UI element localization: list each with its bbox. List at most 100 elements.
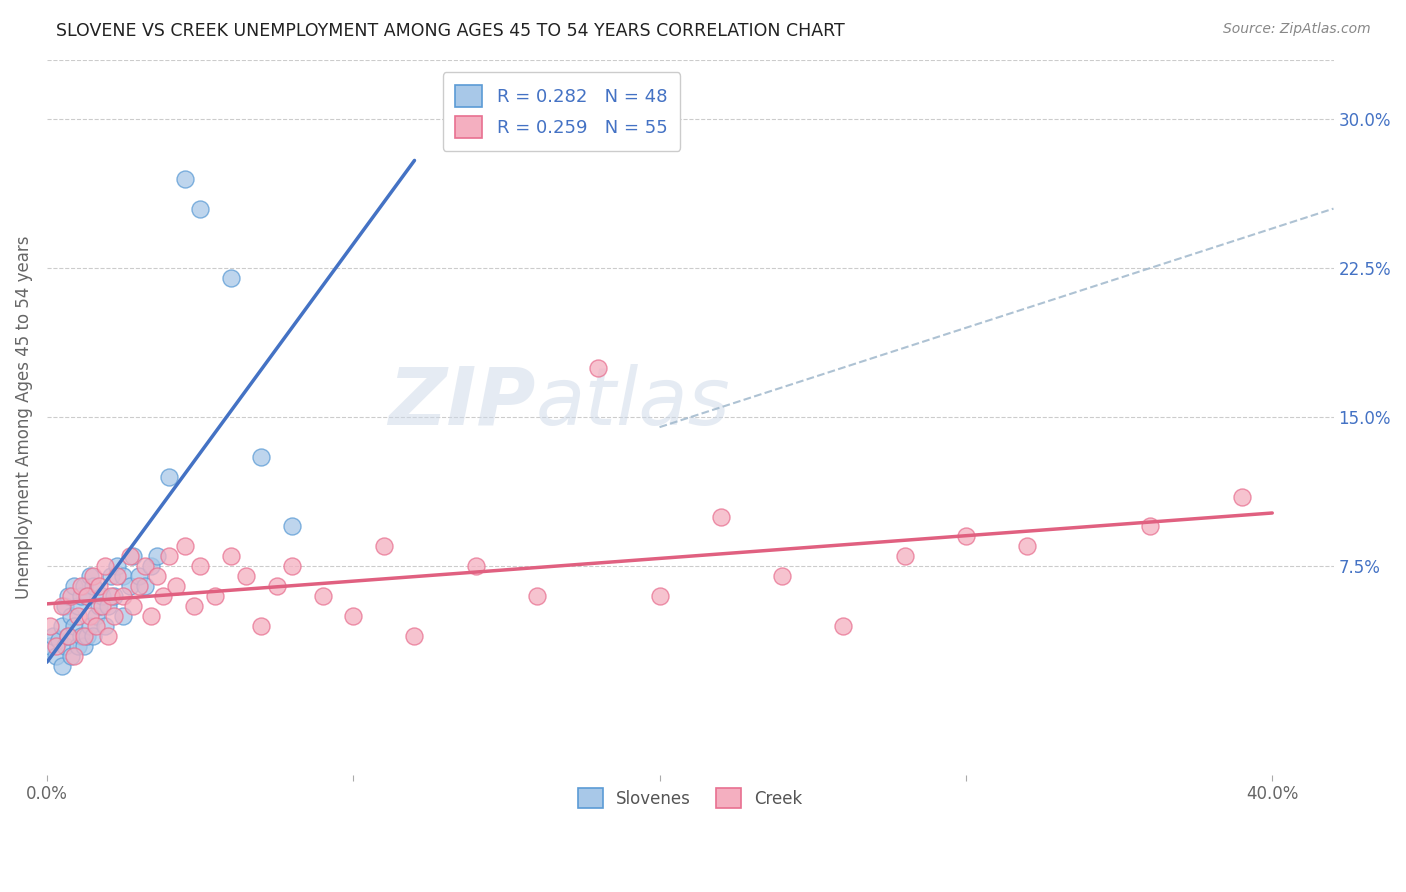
Point — [188, 202, 211, 216]
Point — [100, 569, 122, 583]
Point — [66, 639, 89, 653]
Point — [63, 648, 86, 663]
Point — [250, 450, 273, 464]
Point — [105, 569, 128, 583]
Point — [69, 579, 91, 593]
Point — [112, 569, 135, 583]
Point — [48, 632, 70, 647]
Point — [159, 549, 181, 564]
Point — [770, 569, 793, 583]
Point — [281, 519, 304, 533]
Point — [69, 589, 91, 603]
Point — [60, 608, 83, 623]
Point — [955, 529, 977, 543]
Point — [58, 629, 80, 643]
Point — [404, 629, 426, 643]
Point — [526, 589, 548, 603]
Point — [235, 569, 257, 583]
Point — [139, 608, 162, 623]
Point — [58, 589, 80, 603]
Point — [97, 629, 120, 643]
Point — [100, 589, 122, 603]
Point — [87, 599, 110, 613]
Point — [72, 579, 94, 593]
Point — [1017, 539, 1039, 553]
Point — [373, 539, 395, 553]
Text: atlas: atlas — [536, 364, 731, 442]
Point — [219, 549, 242, 564]
Y-axis label: Unemployment Among Ages 45 to 54 years: Unemployment Among Ages 45 to 54 years — [15, 235, 32, 599]
Point — [134, 579, 156, 593]
Point — [112, 608, 135, 623]
Point — [311, 589, 333, 603]
Point — [60, 589, 83, 603]
Point — [53, 639, 76, 653]
Point — [58, 629, 80, 643]
Point — [121, 599, 143, 613]
Point — [146, 569, 169, 583]
Point — [112, 589, 135, 603]
Point — [152, 589, 174, 603]
Point — [51, 658, 73, 673]
Point — [103, 608, 125, 623]
Point — [39, 639, 62, 653]
Point — [266, 579, 288, 593]
Point — [63, 579, 86, 593]
Point — [204, 589, 226, 603]
Point — [84, 619, 107, 633]
Point — [1230, 490, 1253, 504]
Point — [128, 569, 150, 583]
Point — [464, 559, 486, 574]
Point — [87, 579, 110, 593]
Point — [128, 579, 150, 593]
Point — [51, 619, 73, 633]
Point — [94, 619, 117, 633]
Point — [121, 549, 143, 564]
Point — [588, 360, 610, 375]
Point — [97, 599, 120, 613]
Point — [76, 589, 98, 603]
Text: SLOVENE VS CREEK UNEMPLOYMENT AMONG AGES 45 TO 54 YEARS CORRELATION CHART: SLOVENE VS CREEK UNEMPLOYMENT AMONG AGES… — [56, 22, 845, 40]
Point — [69, 629, 91, 643]
Point — [39, 619, 62, 633]
Point — [60, 648, 83, 663]
Point — [173, 539, 195, 553]
Point — [103, 589, 125, 603]
Point — [51, 599, 73, 613]
Point — [134, 559, 156, 574]
Point — [72, 639, 94, 653]
Point — [91, 599, 114, 613]
Text: ZIP: ZIP — [388, 364, 536, 442]
Point — [53, 599, 76, 613]
Point — [82, 569, 104, 583]
Point — [281, 559, 304, 574]
Point — [710, 509, 733, 524]
Point — [45, 639, 67, 653]
Point — [648, 589, 671, 603]
Legend: Slovenes, Creek: Slovenes, Creek — [569, 780, 811, 816]
Point — [66, 608, 89, 623]
Point — [1139, 519, 1161, 533]
Point — [66, 599, 89, 613]
Point — [165, 579, 187, 593]
Point — [82, 579, 104, 593]
Point — [42, 629, 65, 643]
Point — [342, 608, 364, 623]
Point — [159, 470, 181, 484]
Point — [893, 549, 915, 564]
Point — [79, 608, 101, 623]
Text: Source: ZipAtlas.com: Source: ZipAtlas.com — [1223, 22, 1371, 37]
Point — [139, 559, 162, 574]
Point — [79, 619, 101, 633]
Point — [91, 589, 114, 603]
Point — [45, 648, 67, 663]
Point — [118, 579, 141, 593]
Point — [84, 608, 107, 623]
Point — [183, 599, 205, 613]
Point — [118, 549, 141, 564]
Point — [63, 619, 86, 633]
Point — [72, 629, 94, 643]
Point — [219, 271, 242, 285]
Point — [173, 171, 195, 186]
Point — [832, 619, 855, 633]
